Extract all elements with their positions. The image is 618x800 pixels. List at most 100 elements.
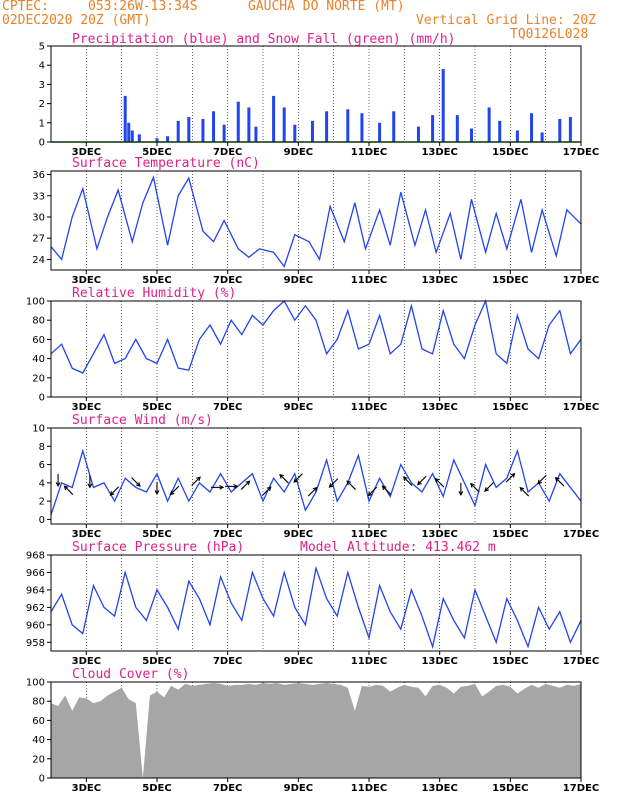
precip-bar [254, 126, 258, 142]
wind-arrow [131, 477, 141, 487]
x-tick-label: 3DEC [72, 783, 101, 794]
y-tick-label: 27 [32, 234, 45, 245]
panel-title: Relative Humidity (%) [72, 286, 236, 301]
x-tick-label: 9DEC [284, 402, 313, 413]
plot-frame [50, 170, 582, 271]
x-tick-label: 5DEC [142, 529, 171, 540]
y-tick-label: 20 [32, 373, 45, 384]
wind-arrow [328, 478, 339, 488]
y-tick-label: 80 [32, 697, 45, 708]
x-tick-label: 9DEC [284, 656, 313, 667]
wind-arrow [367, 486, 378, 497]
x-tick-label: 13DEC [421, 783, 457, 794]
header-coords: 053:26W-13:34S [88, 0, 198, 14]
y-tick-label: 10 [32, 424, 45, 435]
panel-5: 958 960 962 964 966 968 3DEC 5DEC 7DEC 9DEC 11DEC 1… [26, 540, 599, 667]
x-tick-label: 17DEC [563, 656, 599, 667]
y-tick-label: 962 [26, 603, 45, 614]
y-tick-label: 8 [39, 442, 45, 453]
y-tick-label: 1 [39, 118, 45, 129]
precip-bar [498, 120, 502, 142]
x-tick-label: 13DEC [421, 402, 457, 413]
x-tick-label: 5DEC [142, 275, 171, 286]
x-tick-label: 17DEC [563, 402, 599, 413]
precip-bar [530, 113, 534, 142]
precip-bar [310, 120, 314, 142]
y-tick-label: 958 [26, 638, 45, 649]
x-tick-label: 7DEC [213, 529, 242, 540]
wind-arrow [55, 473, 61, 488]
panel-title: Precipitation (blue) and Snow Fall (gree… [72, 32, 456, 47]
y-tick-label: 36 [32, 170, 45, 181]
y-tick-label: 966 [26, 568, 45, 579]
x-tick-label: 11DEC [351, 402, 387, 413]
precip-bar [137, 134, 141, 142]
panel-title: Surface Wind (m/s) [72, 413, 213, 428]
precip-bar [558, 118, 562, 142]
panel-3: 0 20 40 60 80 100 3DEC 5DEC 7DEC 9DEC 11DEC 13DEC 15… [26, 286, 599, 413]
y-tick-label: 960 [26, 620, 45, 631]
plot-frame [50, 681, 582, 779]
x-tick-label: 11DEC [351, 656, 387, 667]
x-tick-label: 13DEC [421, 529, 457, 540]
precip-bar [360, 113, 364, 142]
y-tick-label: 0 [39, 393, 45, 404]
y-tick-label: 0 [39, 515, 45, 526]
wind-arrow [416, 475, 427, 486]
header-run: 02DEC2020 20Z (GMT) [2, 13, 151, 28]
wind-arrow [63, 485, 74, 495]
wind-arrow [307, 486, 318, 497]
precip-bar [247, 107, 251, 142]
precip-bar [378, 122, 382, 142]
y-tick-label: 20 [32, 754, 45, 765]
header-code: TQ0126L028 [510, 27, 589, 42]
panel-title: Cloud Cover (%) [72, 667, 189, 682]
wind-arrow [537, 474, 547, 485]
x-tick-label: 9DEC [284, 147, 313, 158]
y-tick-label: 60 [32, 335, 45, 346]
wind-arrow [469, 482, 480, 493]
wind-arrow [191, 476, 201, 486]
precip-bar [431, 115, 435, 142]
y-tick-label: 968 [26, 551, 45, 562]
precip-bar [487, 107, 491, 142]
x-tick-label: 3DEC [72, 529, 101, 540]
wind-arrow [381, 485, 392, 495]
y-tick-label: 100 [26, 678, 45, 689]
y-tick-label: 4 [39, 61, 45, 72]
precip-bar [568, 117, 572, 142]
x-tick-label: 5DEC [142, 147, 171, 158]
precip-bar [127, 122, 131, 142]
precip-bar [293, 124, 297, 142]
y-tick-label: 2 [39, 497, 45, 508]
panel-subtitle: Model Altitude: 413.462 m [300, 540, 496, 555]
x-tick-label: 15DEC [492, 402, 528, 413]
y-tick-label: 40 [32, 354, 45, 365]
precip-bar [123, 95, 127, 142]
precip-bar [540, 132, 544, 142]
y-tick-label: 80 [32, 316, 45, 327]
precip-bar [416, 126, 420, 142]
y-tick-label: 6 [39, 460, 45, 471]
wind-arrow [346, 480, 356, 490]
panel-2: 24 27 30 33 36 3DEC 5DEC 7DEC 9DEC 11DEC 13DEC 15DE… [32, 156, 599, 286]
precip-bar [441, 69, 445, 142]
x-tick-label: 11DEC [351, 147, 387, 158]
y-tick-label: 3 [39, 80, 45, 91]
wind-arrow [240, 480, 251, 490]
wind-arrow [87, 475, 93, 489]
precip-bar [236, 101, 240, 142]
wind-arrow [211, 484, 225, 490]
cloud-cover-area [51, 682, 581, 778]
x-tick-label: 3DEC [72, 147, 101, 158]
header-org: CPTEC: [2, 0, 49, 14]
wind-arrow [169, 485, 180, 496]
precip-bar [515, 130, 519, 142]
x-tick-label: 3DEC [72, 402, 101, 413]
precip-bar [176, 120, 180, 142]
x-tick-label: 9DEC [284, 783, 313, 794]
precip-bar [222, 124, 226, 142]
x-tick-label: 17DEC [563, 783, 599, 794]
panel-4: 0 2 4 6 8 10 3DEC 5DEC 7DEC 9DEC 11DEC 13DEC 15DEC 17… [32, 413, 599, 540]
panel-title: Surface Temperature (nC) [72, 156, 260, 171]
